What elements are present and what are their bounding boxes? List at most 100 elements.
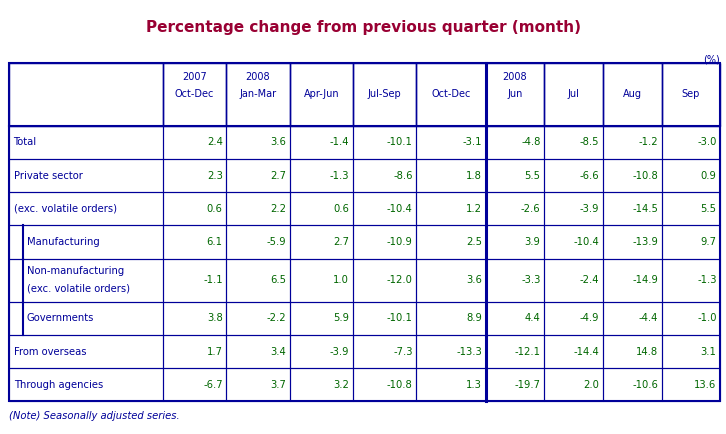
Text: -12.0: -12.0 [387,275,412,285]
Text: Manufacturing: Manufacturing [27,237,99,247]
Text: -10.8: -10.8 [387,380,412,390]
Bar [416,192,486,226]
Bar [416,259,486,302]
Text: -1.4: -1.4 [330,138,349,148]
Text: Oct-Dec: Oct-Dec [175,89,214,99]
Text: (exc. volatile orders): (exc. volatile orders) [14,204,117,214]
Bar [353,368,416,401]
Bar [603,368,661,401]
Text: Private sector: Private sector [14,171,83,181]
Bar [290,335,353,368]
Bar [9,63,163,126]
Text: 14.8: 14.8 [636,347,658,357]
Text: 2008: 2008 [502,72,527,82]
Text: 2007: 2007 [182,72,207,82]
Bar [227,368,290,401]
Bar [661,192,720,226]
Bar [9,192,163,226]
Text: 1.2: 1.2 [466,204,482,214]
Bar [227,63,290,126]
Text: -10.1: -10.1 [387,313,412,323]
Text: Total: Total [13,138,36,148]
Bar [227,159,290,192]
Text: -3.0: -3.0 [697,138,717,148]
Bar [353,159,416,192]
Text: Non-manufacturing: Non-manufacturing [27,266,124,276]
Bar [416,368,486,401]
Text: 6.1: 6.1 [207,237,223,247]
Text: Oct-Dec: Oct-Dec [431,89,470,99]
Text: Jul: Jul [568,89,579,99]
Bar [9,259,163,302]
Bar [163,368,227,401]
Bar [544,302,603,335]
Bar [486,192,544,226]
Text: 3.1: 3.1 [701,347,717,357]
Text: 3.4: 3.4 [270,347,286,357]
Text: 6.5: 6.5 [270,275,286,285]
Text: 4.4: 4.4 [525,313,541,323]
Text: (exc. volatile orders): (exc. volatile orders) [27,283,130,293]
Text: Jul-Sep: Jul-Sep [367,89,401,99]
Text: 5.9: 5.9 [333,313,349,323]
Text: 1.3: 1.3 [466,380,482,390]
Text: -8.6: -8.6 [393,171,412,181]
Bar [9,63,720,401]
Bar [603,302,661,335]
Bar [544,159,603,192]
Text: 2.7: 2.7 [333,237,349,247]
Text: Through agencies: Through agencies [14,380,103,390]
Text: -7.3: -7.3 [393,347,412,357]
Text: -12.1: -12.1 [515,347,541,357]
Text: 8.9: 8.9 [466,313,482,323]
Bar [661,259,720,302]
Text: 2.3: 2.3 [207,171,223,181]
Bar [544,335,603,368]
Bar [163,126,227,159]
Bar [9,126,163,159]
Bar [290,192,353,226]
Bar [544,259,603,302]
Text: (%): (%) [703,54,720,64]
Bar [9,335,163,368]
Bar [9,226,163,259]
Bar [163,302,227,335]
Bar [227,192,290,226]
Text: 1.8: 1.8 [466,171,482,181]
Text: (Note) Seasonally adjusted series.: (Note) Seasonally adjusted series. [9,411,179,421]
Text: 9.7: 9.7 [701,237,717,247]
Bar [544,368,603,401]
Bar [661,226,720,259]
Bar [661,335,720,368]
Text: -1.2: -1.2 [638,138,658,148]
Bar [603,192,661,226]
Text: 2008: 2008 [245,72,270,82]
Text: 3.6: 3.6 [270,138,286,148]
Bar [9,302,163,335]
Text: -1.3: -1.3 [330,171,349,181]
Text: -10.4: -10.4 [387,204,412,214]
Bar [486,335,544,368]
Bar [544,63,603,126]
Text: 3.6: 3.6 [466,275,482,285]
Text: -8.5: -8.5 [580,138,599,148]
Text: -14.9: -14.9 [632,275,658,285]
Bar [353,63,416,126]
Text: -2.6: -2.6 [521,204,541,214]
Bar [9,368,163,401]
Bar [290,259,353,302]
Bar [353,302,416,335]
Text: 3.7: 3.7 [270,380,286,390]
Bar [486,259,544,302]
Bar [603,226,661,259]
Bar [290,368,353,401]
Text: 3.8: 3.8 [207,313,223,323]
Bar [290,63,353,126]
Bar [163,63,227,126]
Text: Jan-Mar: Jan-Mar [240,89,277,99]
Text: From overseas: From overseas [14,347,86,357]
Bar [661,126,720,159]
Text: 2.2: 2.2 [270,204,286,214]
Bar [416,126,486,159]
Bar [544,192,603,226]
